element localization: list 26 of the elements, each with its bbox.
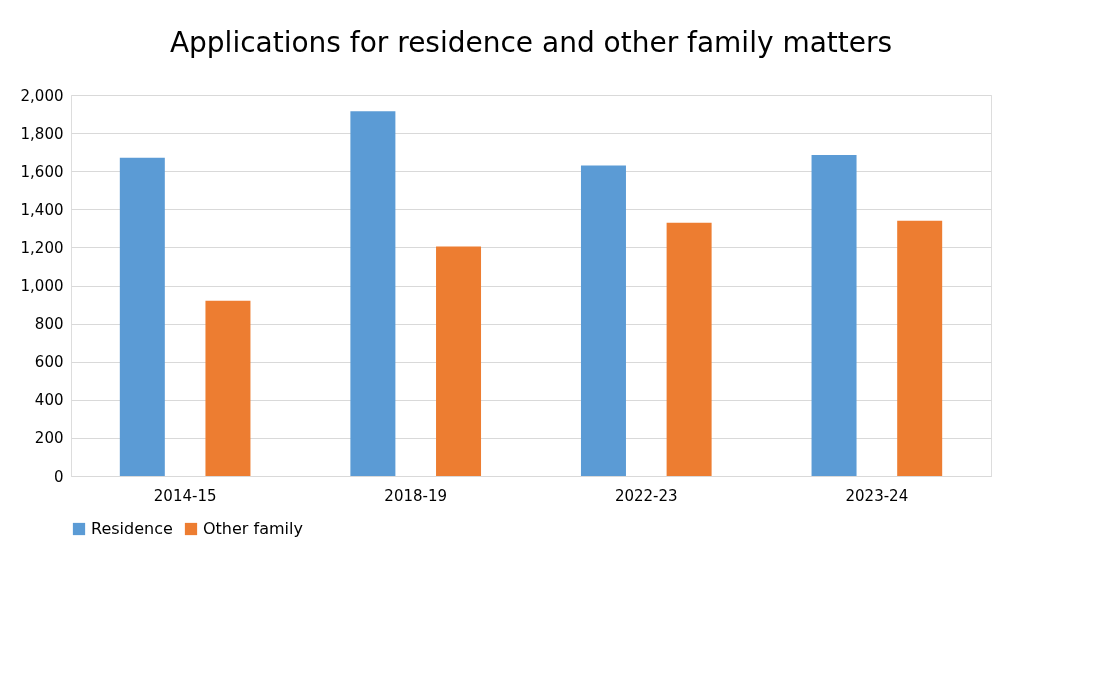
bar: [666, 222, 712, 476]
y-tick-label: 0: [53, 467, 64, 486]
y-tick-label: 1,400: [20, 200, 64, 219]
bar: [119, 157, 165, 476]
chart-title: Applications for residence and other family matters: [169, 26, 893, 59]
y-tick-label: 1,600: [20, 162, 64, 181]
y-tick-label: 800: [34, 315, 64, 334]
x-tick-label: 2023-24: [845, 486, 909, 505]
bar: [350, 111, 396, 476]
x-tick-label: 2014-15: [153, 486, 217, 505]
x-tick-label: 2022-23: [614, 486, 678, 505]
y-tick-label: 1,800: [20, 124, 64, 143]
bar: [205, 300, 251, 476]
x-tick-label: 2018-19: [384, 486, 448, 505]
y-tick-label: 1,000: [20, 277, 64, 295]
y-tick-label: 400: [34, 391, 64, 410]
y-tick-label: 600: [34, 353, 64, 372]
bar: [436, 246, 482, 476]
y-tick-label: 2,000: [20, 86, 64, 105]
y-tick-label: 1,200: [20, 238, 64, 257]
legend-label: Residence: [91, 519, 173, 538]
bar: [811, 155, 857, 476]
bar: [897, 220, 943, 476]
y-tick-label: 200: [34, 429, 64, 448]
bar: [580, 165, 626, 476]
legend-label: Other family: [203, 519, 303, 538]
